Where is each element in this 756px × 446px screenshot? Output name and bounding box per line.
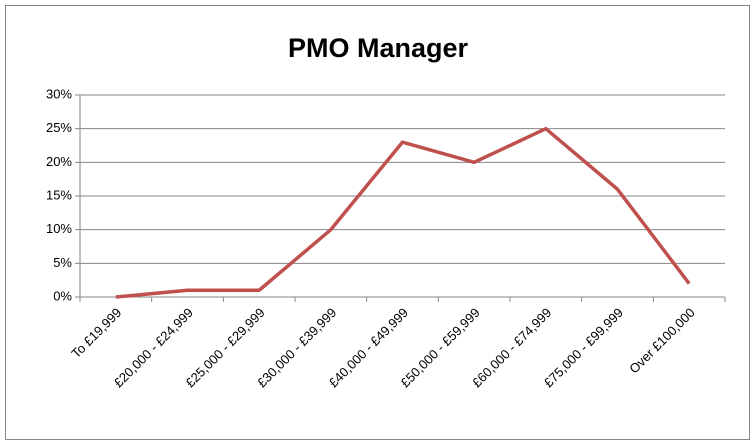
y-tick-label: 0% xyxy=(53,288,72,303)
y-tick-label: 30% xyxy=(46,86,72,101)
y-tick-label: 5% xyxy=(53,255,72,270)
chart-border xyxy=(5,5,750,440)
y-tick-label: 10% xyxy=(46,221,72,236)
y-tick-label: 15% xyxy=(46,187,72,202)
y-tick-label: 25% xyxy=(46,120,72,135)
y-tick-label: 20% xyxy=(46,154,72,169)
data-line xyxy=(115,126,691,299)
chart-title: PMO Manager xyxy=(288,33,469,63)
